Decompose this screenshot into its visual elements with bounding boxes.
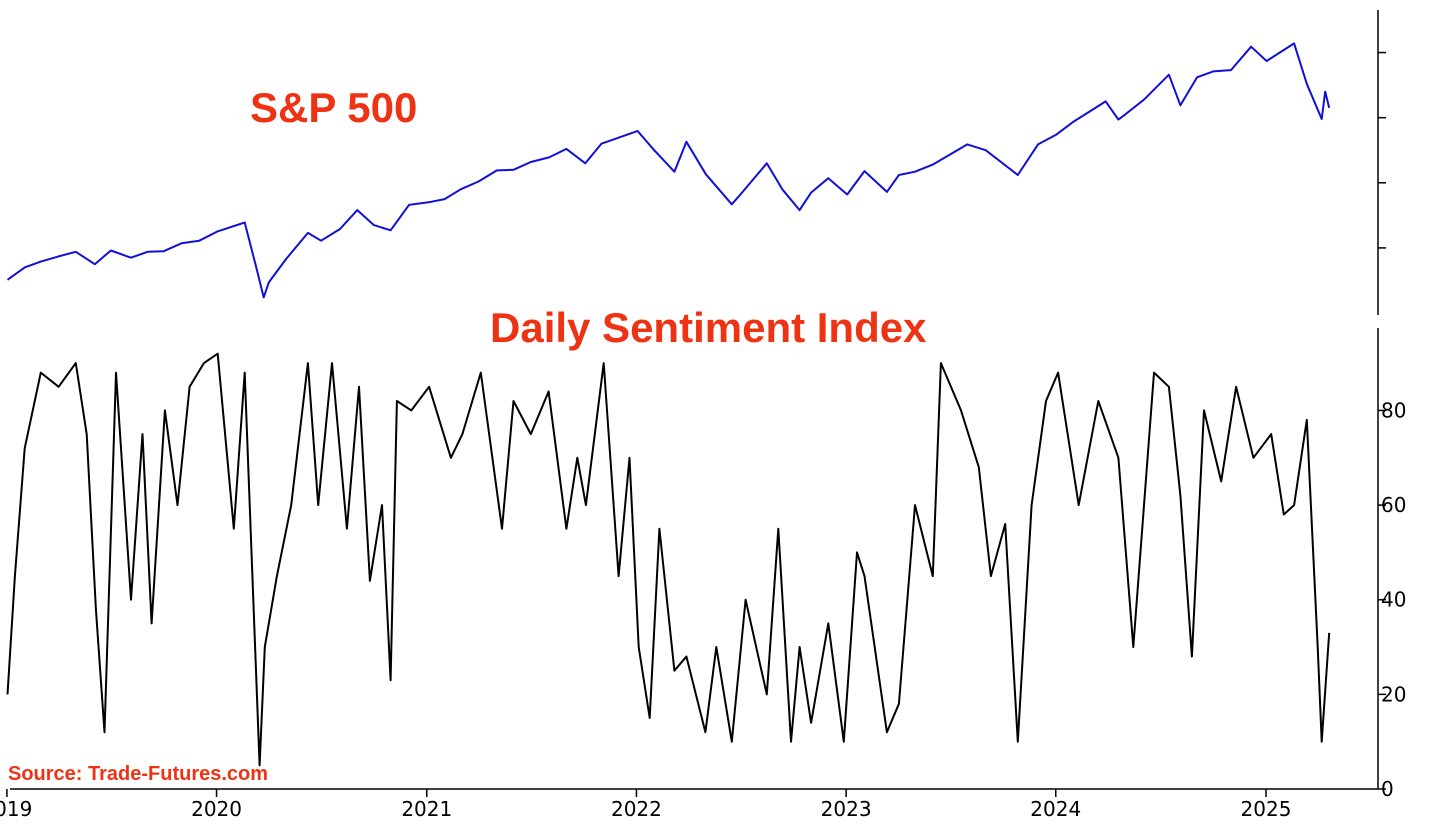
dsi-y-tick-label: 80 [1381, 398, 1406, 422]
source-note: Source: Trade-Futures.com [8, 763, 268, 785]
dsi-y-tick-label: 60 [1381, 493, 1406, 517]
x-axis-ticks: 2019 2020 2021 2022 2023 2024 2025 [0, 789, 1291, 821]
x-tick-label: 2024 [1030, 797, 1081, 821]
x-tick-label: 2020 [191, 797, 242, 821]
sp500-title: S&P 500 [250, 84, 417, 131]
dsi-series-line [6, 352, 1331, 767]
sp500-axis-ticks [1378, 51, 1386, 249]
dsi-y-tick-label: 0 [1381, 777, 1394, 801]
dsi-y-tick-label: 20 [1381, 682, 1406, 706]
x-tick-label: 2019 [0, 797, 32, 821]
x-tick-label: 2023 [821, 797, 872, 821]
x-tick-label: 2021 [401, 797, 452, 821]
x-tick-label: 2022 [611, 797, 662, 821]
dsi-title: Daily Sentiment Index [490, 304, 927, 351]
sp500-series-line [6, 42, 1331, 299]
x-tick-label: 2025 [1241, 797, 1292, 821]
dsi-y-tick-label: 40 [1381, 588, 1406, 612]
dsi-y-axis-ticks: 0 20 40 60 80 [1378, 398, 1406, 801]
